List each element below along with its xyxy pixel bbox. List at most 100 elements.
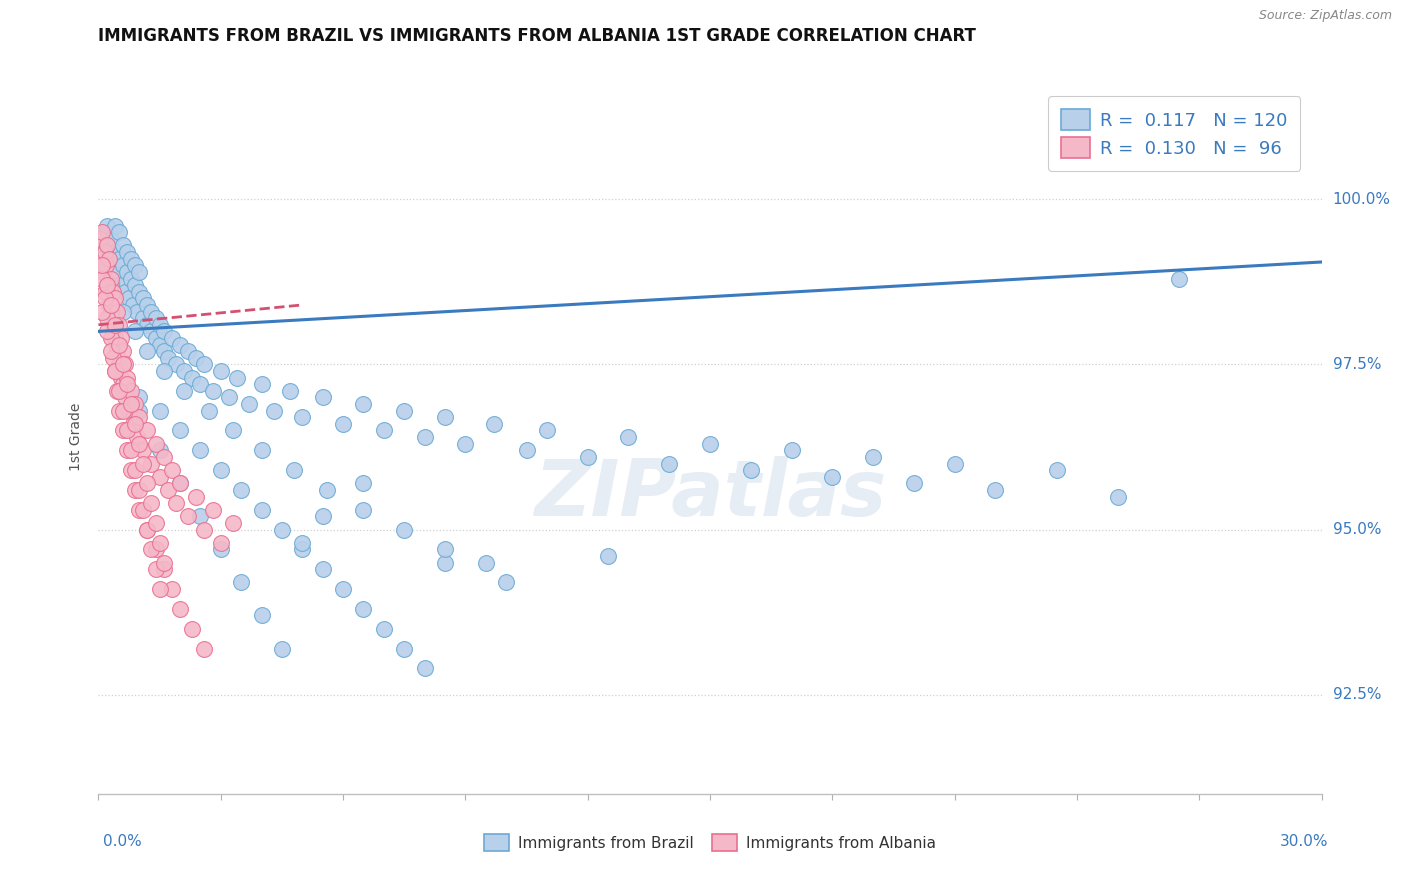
Point	[283, 463, 305, 477]
Text: 97.5%: 97.5%	[1333, 357, 1381, 372]
Point	[111, 238, 134, 252]
Point	[100, 232, 122, 246]
Point	[104, 318, 127, 332]
Point	[145, 562, 167, 576]
Point	[226, 370, 249, 384]
Point	[165, 496, 187, 510]
Point	[108, 403, 131, 417]
Point	[124, 417, 146, 431]
Point	[136, 523, 159, 537]
Point	[97, 298, 120, 312]
Point	[91, 265, 114, 279]
Point	[101, 271, 124, 285]
Point	[193, 358, 215, 372]
Point	[120, 463, 142, 477]
Point	[110, 370, 132, 384]
Point	[149, 469, 172, 483]
Text: 100.0%: 100.0%	[1333, 192, 1391, 207]
Point	[97, 245, 120, 260]
Point	[169, 476, 191, 491]
Point	[111, 304, 134, 318]
Point	[160, 463, 183, 477]
Point	[145, 516, 167, 530]
Point	[128, 265, 150, 279]
Point	[100, 271, 122, 285]
Point	[495, 575, 517, 590]
Point	[156, 351, 179, 365]
Point	[105, 384, 128, 398]
Point	[181, 622, 204, 636]
Point	[118, 291, 141, 305]
Point	[169, 602, 191, 616]
Point	[93, 285, 115, 299]
Point	[169, 424, 191, 438]
Point	[132, 311, 155, 326]
Point	[862, 450, 884, 464]
Point	[413, 661, 436, 675]
Point	[132, 291, 155, 305]
Point	[315, 483, 337, 497]
Point	[93, 225, 115, 239]
Point	[596, 549, 619, 563]
Point	[482, 417, 505, 431]
Point	[173, 384, 195, 398]
Point	[100, 278, 122, 293]
Point	[197, 403, 219, 417]
Point	[617, 430, 640, 444]
Point	[332, 417, 354, 431]
Point	[127, 304, 149, 318]
Point	[152, 450, 174, 464]
Point	[114, 285, 136, 299]
Point	[122, 298, 145, 312]
Point	[132, 443, 155, 458]
Point	[160, 331, 183, 345]
Point	[312, 562, 335, 576]
Point	[1107, 490, 1129, 504]
Point	[141, 324, 163, 338]
Point	[132, 502, 155, 516]
Point	[118, 403, 141, 417]
Point	[173, 364, 195, 378]
Point	[1045, 463, 1069, 477]
Point	[270, 523, 294, 537]
Point	[177, 344, 200, 359]
Point	[188, 509, 212, 524]
Point	[104, 291, 127, 305]
Point	[454, 436, 477, 450]
Point	[111, 358, 134, 372]
Point	[124, 397, 146, 411]
Point	[263, 403, 285, 417]
Legend: Immigrants from Brazil, Immigrants from Albania: Immigrants from Brazil, Immigrants from …	[478, 828, 942, 857]
Point	[392, 523, 416, 537]
Point	[250, 502, 273, 516]
Point	[108, 337, 131, 351]
Point	[104, 331, 127, 345]
Point	[433, 410, 456, 425]
Point	[100, 298, 122, 312]
Point	[392, 641, 416, 656]
Point	[145, 331, 167, 345]
Point	[413, 430, 436, 444]
Point	[136, 424, 159, 438]
Point	[352, 397, 374, 411]
Point	[105, 344, 128, 359]
Point	[209, 542, 232, 557]
Point	[91, 304, 114, 318]
Point	[89, 232, 111, 246]
Point	[943, 457, 966, 471]
Point	[332, 582, 354, 596]
Point	[96, 311, 118, 326]
Point	[177, 509, 200, 524]
Y-axis label: 1st Grade: 1st Grade	[69, 403, 83, 471]
Point	[105, 265, 128, 279]
Point	[149, 443, 172, 458]
Point	[100, 331, 122, 345]
Point	[152, 562, 174, 576]
Point	[128, 403, 150, 417]
Point	[699, 436, 721, 450]
Point	[222, 516, 245, 530]
Text: IMMIGRANTS FROM BRAZIL VS IMMIGRANTS FROM ALBANIA 1ST GRADE CORRELATION CHART: IMMIGRANTS FROM BRAZIL VS IMMIGRANTS FRO…	[98, 27, 976, 45]
Point	[152, 344, 174, 359]
Point	[141, 496, 163, 510]
Point	[141, 542, 163, 557]
